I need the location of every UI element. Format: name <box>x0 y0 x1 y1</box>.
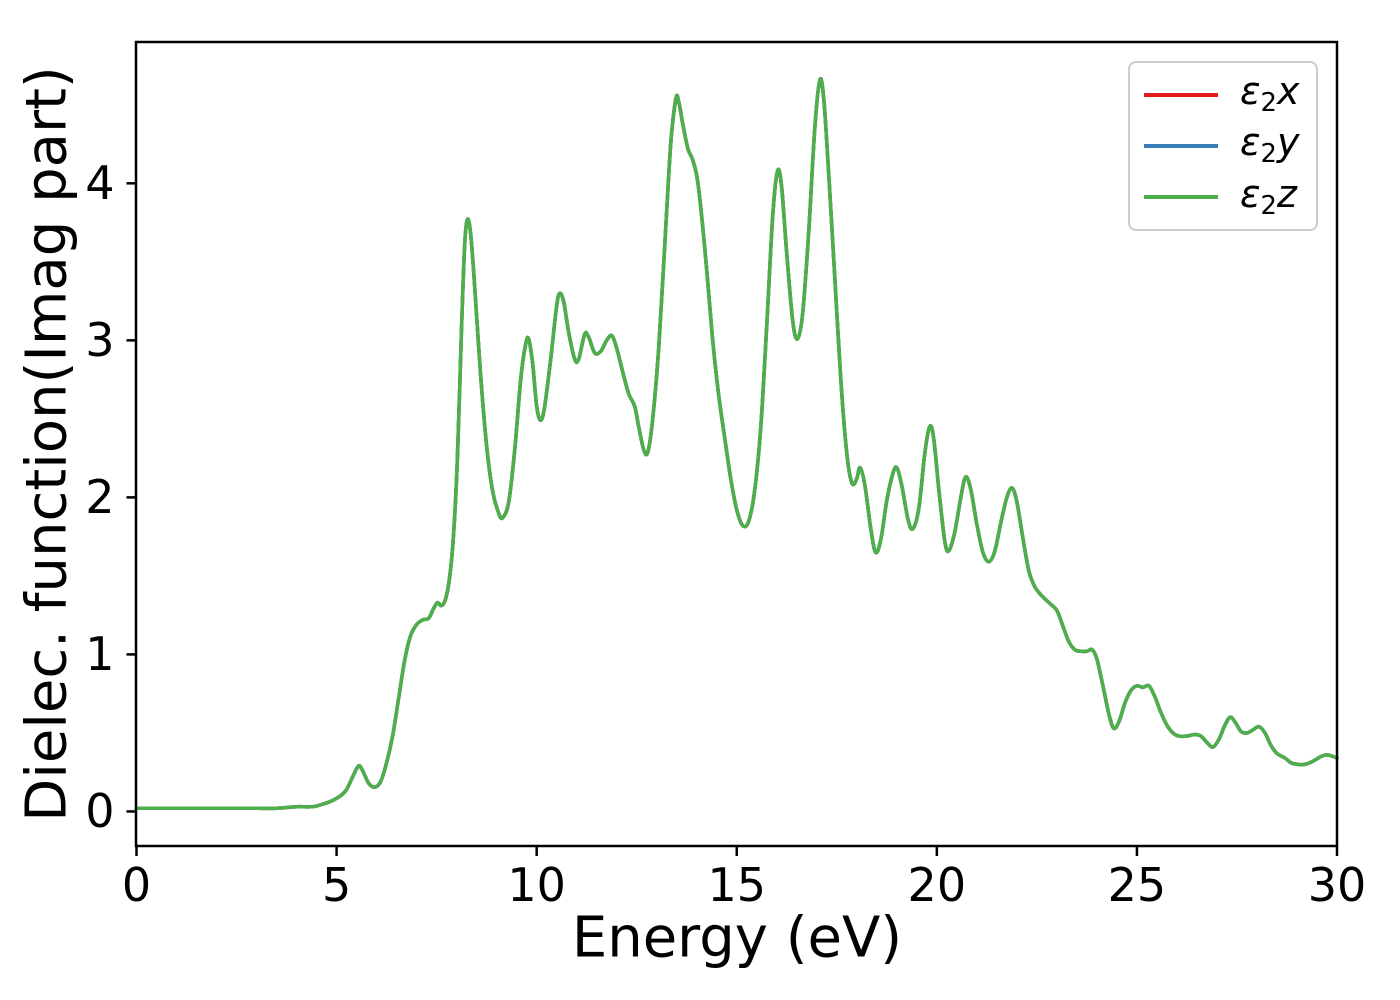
legend-item: ε2z <box>1144 175 1302 220</box>
y-tick-label: 2 <box>85 470 115 525</box>
legend: ε2x ε2y ε2z <box>1128 61 1318 231</box>
x-tick-label: 0 <box>121 858 152 912</box>
legend-label-subscript: 2 <box>1260 88 1277 119</box>
legend-label-subscript: 2 <box>1260 139 1277 170</box>
tick-marks <box>126 182 1339 856</box>
y-tick-label: 0 <box>85 784 115 839</box>
legend-label-subscript: 2 <box>1260 191 1277 222</box>
x-tick-label: 15 <box>707 858 767 912</box>
y-tick-label: 1 <box>85 627 115 682</box>
legend-item: ε2x <box>1144 72 1302 117</box>
legend-line-swatch <box>1144 195 1218 200</box>
legend-label-symbol: ε <box>1240 171 1261 216</box>
legend-label-symbol: ε <box>1240 120 1261 165</box>
legend-label: ε2x <box>1240 72 1299 117</box>
legend-item: ε2y <box>1144 123 1302 168</box>
legend-label-axis: z <box>1276 171 1297 216</box>
legend-line-swatch <box>1144 92 1218 97</box>
x-axis-label: Energy (eV) <box>571 905 903 971</box>
legend-label-axis: x <box>1276 69 1300 114</box>
y-tick-label: 4 <box>85 156 115 211</box>
legend-label-axis: y <box>1276 120 1300 165</box>
curve-2z <box>134 76 1339 811</box>
plot-area-border <box>134 40 1339 848</box>
curves-group <box>134 76 1339 811</box>
x-tick-label: 25 <box>1107 858 1167 912</box>
legend-label: ε2z <box>1240 175 1297 220</box>
x-tick-label: 20 <box>907 858 967 912</box>
y-tick-label: 3 <box>85 313 115 368</box>
x-tick-label: 5 <box>321 858 352 912</box>
legend-line-swatch <box>1144 143 1218 148</box>
legend-label-symbol: ε <box>1240 69 1261 114</box>
x-tick-label: 30 <box>1307 858 1367 912</box>
y-axis-label: Dielec. function(Imag part) <box>14 66 80 822</box>
x-tick-label: 10 <box>507 858 566 912</box>
legend-label: ε2y <box>1240 123 1299 168</box>
